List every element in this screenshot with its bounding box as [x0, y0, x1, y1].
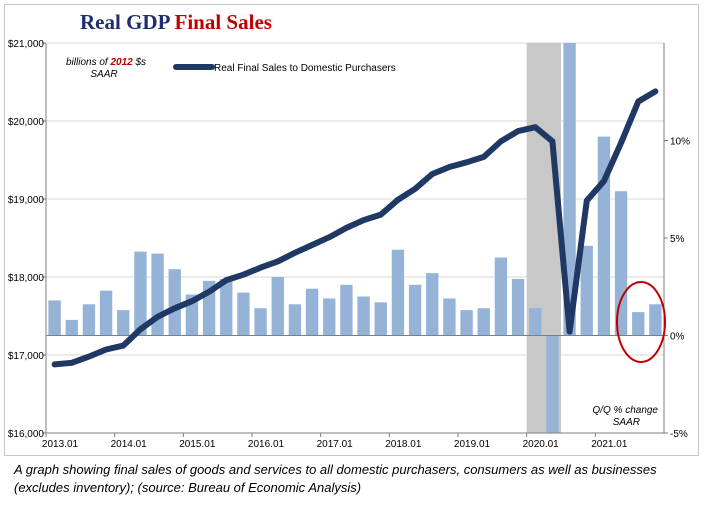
bar: [65, 319, 78, 336]
chart-frame: [4, 4, 699, 456]
right-tick-label: 5%: [670, 234, 685, 245]
bar: [477, 308, 490, 336]
x-tick-label: 2018.01: [385, 439, 422, 450]
x-tick-label: 2020.01: [523, 439, 560, 450]
bar: [117, 310, 130, 336]
title-part1: Real GDP: [80, 10, 170, 34]
left-axis-label-prefix: billions of: [66, 57, 110, 68]
x-tick-label: 2019.01: [454, 439, 491, 450]
x-tick-label: 2017.01: [317, 439, 354, 450]
x-tick-label: 2015.01: [179, 439, 216, 450]
bar: [529, 308, 542, 336]
bar: [494, 257, 508, 336]
bar: [340, 284, 353, 336]
x-tick-label: 2021.01: [591, 439, 628, 450]
highlight-circle: [616, 281, 666, 363]
x-tick-label: 2014.01: [111, 439, 148, 450]
bar: [426, 273, 439, 336]
bar: [580, 245, 593, 336]
right-tick-label: 0%: [670, 332, 685, 343]
bar: [237, 292, 250, 336]
legend: Real Final Sales to Domestic Purchasers: [173, 63, 396, 74]
bar: [357, 296, 370, 336]
left-axis-label-suffix: $s: [133, 57, 146, 68]
bar: [220, 278, 233, 336]
bar: [546, 335, 559, 433]
title-part2: Final Sales: [174, 10, 272, 34]
x-tick-label: 2016.01: [248, 439, 285, 450]
bar: [323, 298, 336, 336]
bar: [271, 277, 284, 336]
bar: [511, 278, 525, 336]
chart-title: Real GDP Final Sales: [80, 10, 272, 35]
line-series: [51, 88, 659, 368]
left-tick-label: $16,000: [8, 429, 45, 440]
x-axis-ticks: 2013.01 2014.01 2015.01 2016.01 2017.01 2018.…: [42, 433, 628, 450]
left-tick-label: $20,000: [8, 117, 45, 128]
bar: [443, 298, 456, 336]
bar-series: [48, 43, 662, 433]
bar: [168, 269, 181, 336]
bar: [134, 251, 147, 336]
bar: [374, 302, 387, 336]
bar: [460, 310, 473, 336]
left-axis-label-line2: SAAR: [90, 69, 117, 80]
bar: [48, 300, 61, 336]
bar: [632, 312, 645, 336]
gdp-chart: $16,000 $17,000 $18,000 $19,000 $20,000 $21,0…: [8, 39, 690, 450]
right-tick-label: 10%: [670, 137, 690, 148]
left-tick-label: $21,000: [8, 39, 45, 50]
right-tick-label: -5%: [670, 429, 688, 440]
right-axis-label-line1: Q/Q % change: [592, 405, 658, 416]
left-axis-label-line1: billions of 2012 $s: [66, 57, 146, 68]
x-tick-label: 2013.01: [42, 439, 79, 450]
right-axis-label-line2: SAAR: [613, 417, 640, 428]
right-axis-ticks: -5% 0% 5% 10%: [664, 137, 690, 440]
bar: [614, 191, 628, 336]
legend-label: Real Final Sales to Domestic Purchasers: [214, 63, 396, 74]
left-axis-label-year: 2012: [109, 57, 133, 68]
left-tick-label: $19,000: [8, 195, 45, 206]
bar: [305, 288, 319, 336]
bar: [254, 308, 267, 336]
left-tick-label: $17,000: [8, 351, 45, 362]
bar: [288, 304, 302, 336]
bar: [82, 304, 96, 336]
bar: [99, 290, 113, 336]
bar: [391, 249, 405, 336]
bar: [649, 304, 662, 336]
caption: A graph showing final sales of goods and…: [14, 462, 657, 495]
left-tick-label: $18,000: [8, 273, 45, 284]
left-axis-ticks: $16,000 $17,000 $18,000 $19,000 $20,000 $21,0…: [8, 39, 46, 440]
bar: [563, 43, 576, 336]
bar: [408, 284, 422, 336]
